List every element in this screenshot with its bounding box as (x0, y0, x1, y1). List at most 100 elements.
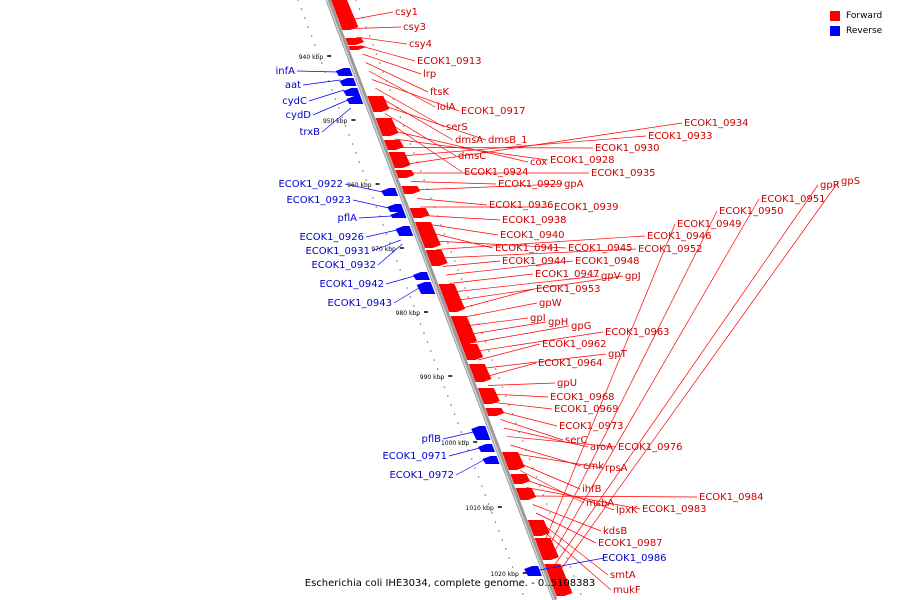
forward-leader-line (397, 147, 594, 149)
forward-gene-label: serC (565, 435, 587, 446)
guide-dot (341, 116, 344, 118)
guide-dot (375, 206, 378, 208)
guide-dot (419, 170, 422, 172)
forward-leader-line (484, 362, 537, 378)
forward-gene-label: ECOK1_0951 (761, 194, 826, 205)
forward-gene-label: gpG (571, 321, 591, 332)
guide-dot (307, 26, 310, 28)
forward-gene-label: ECOK1_0950 (719, 206, 784, 217)
forward-leader-line (545, 223, 676, 539)
forward-gene-label: cox (530, 157, 547, 168)
guide-dot (484, 341, 487, 343)
forward-leader-line (558, 180, 840, 573)
forward-leader-line (378, 96, 454, 141)
forward-leader-line (394, 138, 549, 161)
reverse-gene-label: ECOK1_0986 (602, 553, 667, 564)
forward-gene-label: ECOK1_0913 (417, 56, 482, 67)
forward-leader-line (387, 121, 463, 173)
forward-leader-line (548, 210, 718, 548)
forward-gene-label: ECOK1_0948 (575, 256, 640, 267)
forward-gene (348, 46, 366, 50)
forward-gene-label: ECOK1_0987 (598, 538, 663, 549)
guide-dot (430, 197, 432, 199)
guide-dot (484, 494, 487, 496)
reverse-leader-line (371, 239, 401, 252)
forward-gene-label: aroA (590, 442, 613, 453)
guide-dot (453, 413, 456, 415)
forward-gene-label: ECOK1_0928 (550, 155, 615, 166)
guide-dot (511, 566, 514, 568)
reverse-gene-label: cydC (282, 96, 307, 107)
guide-dot (375, 53, 378, 55)
legend-label-forward: Forward (846, 10, 883, 21)
forward-leader-line (368, 70, 436, 108)
forward-leader-line (426, 223, 499, 236)
guide-dot (310, 35, 313, 37)
tick-label: 990 kbp (420, 374, 445, 381)
forward-leader-line (500, 419, 564, 441)
guide-dot (508, 404, 511, 406)
forward-gene-label: ECOK1_0976 (618, 442, 683, 453)
forward-leader-line (535, 512, 597, 544)
forward-leader-line (381, 104, 487, 141)
forward-gene-label: ECOK1_0969 (554, 404, 619, 415)
forward-gene (414, 222, 441, 248)
forward-gene-label: ihfB (582, 484, 602, 495)
guide-dot (457, 269, 459, 271)
forward-gene-label: ECOK1_0984 (699, 492, 764, 503)
reverse-leader-line (448, 447, 480, 457)
guide-dot (365, 26, 368, 28)
forward-leader-line (526, 487, 641, 510)
reverse-gene (482, 456, 500, 464)
forward-gene-label: ECOK1_0938 (502, 215, 567, 226)
tick-label: 950 kbp (323, 118, 348, 125)
guide-dot (440, 377, 442, 379)
guide-dot (300, 8, 303, 10)
forward-gene-label: ECOK1_0917 (461, 106, 526, 117)
guide-dot (409, 143, 412, 145)
guide-dot (539, 485, 541, 487)
forward-gene (502, 452, 525, 470)
forward-gene-label: ECOK1_0929 (498, 179, 563, 190)
guide-dot (474, 467, 476, 469)
guide-dot (467, 296, 470, 298)
reverse-gene-label: ECOK1_0922 (278, 179, 343, 190)
reverse-leader-line (312, 99, 348, 116)
forward-gene (409, 208, 430, 218)
guide-dot (433, 359, 436, 361)
reverse-leader-line (296, 70, 338, 73)
guide-dot (358, 161, 361, 163)
reverse-gene (416, 282, 436, 294)
forward-gene-label: kdsB (603, 526, 627, 537)
forward-gene (468, 364, 492, 382)
reverse-gene-label: infA (276, 66, 296, 77)
forward-leader-line (413, 183, 563, 191)
guide-dot (419, 323, 422, 325)
guide-dot (579, 593, 582, 595)
guide-dot (382, 224, 384, 226)
guide-dot (505, 395, 507, 397)
forward-gene-label: lolA (437, 102, 456, 113)
forward-gene-label: csy1 (395, 7, 418, 18)
reverse-gene-label: ECOK1_0931 (305, 246, 370, 257)
guide-dot (344, 125, 347, 127)
guide-dot (549, 512, 551, 514)
guide-dot (457, 422, 459, 424)
forward-gene-label: dmsA (455, 135, 483, 146)
guide-dot (477, 476, 480, 478)
reverse-swatch (830, 25, 840, 36)
tick-label: 1010 kbp (466, 505, 494, 512)
forward-gene-label: gpS (841, 176, 860, 187)
forward-leader-line (507, 436, 617, 448)
forward-gene-label: ECOK1_0952 (638, 244, 703, 255)
tick-label: 1020 kbp (491, 571, 519, 578)
forward-gene-label: ECOK1_0941 (495, 243, 560, 254)
forward-swatch (830, 10, 840, 21)
guide-dot (368, 35, 371, 37)
reverse-gene-label: ECOK1_0932 (311, 260, 376, 271)
forward-gene (461, 344, 484, 360)
forward-gene (331, 0, 359, 30)
reverse-leader-line (302, 79, 341, 86)
forward-gene (515, 488, 537, 500)
forward-leader-line (474, 331, 604, 352)
